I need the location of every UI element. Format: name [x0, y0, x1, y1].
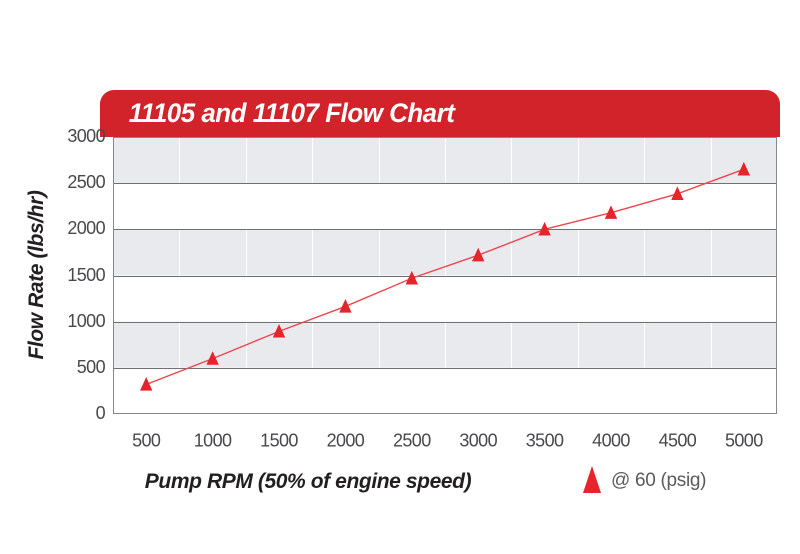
legend-label: @ 60 (psig): [611, 469, 707, 491]
x-tick-label: 2500: [392, 430, 431, 451]
y-tick-label: 2000: [67, 218, 105, 239]
x-tick-label: 4000: [592, 430, 630, 451]
legend: @ 60 (psig): [583, 466, 707, 493]
plot-border: [113, 137, 777, 414]
x-tick-label: 3500: [525, 430, 564, 451]
x-tick-label: 1000: [193, 430, 232, 451]
data-point-marker: [206, 351, 219, 365]
chart-title: 11105 and 11107 Flow Chart: [128, 98, 455, 128]
data-point-marker: [405, 270, 418, 285]
data-point-marker: [604, 205, 618, 219]
x-axis-title: Pump RPM (50% of engine speed): [144, 470, 472, 493]
x-tick-label: 1500: [260, 430, 298, 451]
y-tick-label: 500: [76, 356, 106, 377]
y-tick-label: 1500: [67, 264, 105, 285]
x-tick-label: 5000: [724, 430, 763, 451]
data-point-marker: [538, 221, 551, 236]
plot-area: [113, 137, 777, 414]
x-tick-label: 2000: [326, 430, 365, 451]
y-tick-label: 2500: [67, 172, 105, 193]
chart-header-banner: 11105 and 11107 Flow Chart: [100, 90, 780, 137]
data-point-marker: [272, 323, 286, 338]
y-tick-label: 3000: [67, 126, 105, 147]
data-point-marker: [140, 377, 153, 391]
data-point-marker: [671, 186, 684, 200]
y-tick-label: 1000: [67, 310, 105, 331]
data-point-marker: [339, 299, 352, 313]
x-tick-label: 4500: [658, 430, 697, 451]
x-tick-label: 3000: [459, 430, 498, 451]
data-point-marker: [737, 161, 750, 176]
x-tick-label: 500: [132, 430, 161, 451]
data-line: [145, 168, 745, 386]
legend-triangle-icon: [583, 466, 601, 493]
y-tick-label: 0: [95, 403, 106, 424]
chart-canvas: [113, 137, 777, 414]
data-point-marker: [472, 247, 485, 262]
